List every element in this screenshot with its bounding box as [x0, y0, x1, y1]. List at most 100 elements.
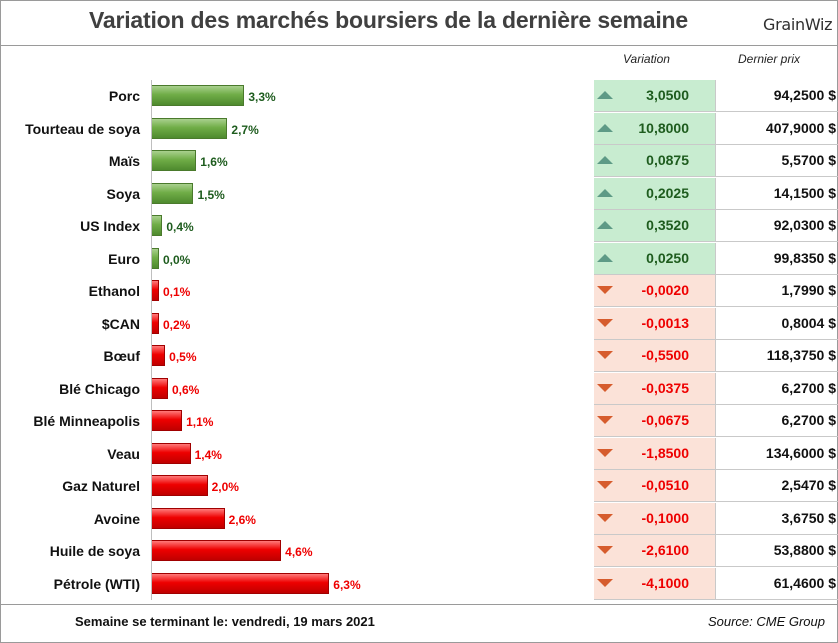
price-value: 3,6750 $: [781, 509, 837, 526]
price-value: 6,2700 $: [781, 379, 837, 396]
variation-value: 10,8000: [638, 119, 689, 136]
price-cell: 61,4600 $: [715, 567, 838, 600]
variation-value: -0,5500: [641, 347, 689, 363]
variation-value: 0,2025: [646, 184, 689, 201]
bar-value-label: 0,0%: [163, 252, 191, 267]
bar-value-label: 0,1%: [163, 285, 191, 299]
column-header-variation: Variation: [623, 52, 670, 66]
arrow-up-icon: [597, 188, 613, 197]
category-label: Blé Chicago: [59, 380, 140, 397]
variation-cell: 0,2025: [594, 177, 715, 210]
bar: [151, 280, 159, 301]
arrow-down-icon: [597, 448, 613, 457]
variation-cell: 0,3520: [594, 210, 715, 242]
price-cell: 3,6750 $: [715, 502, 838, 535]
price-value: 14,1500 $: [773, 184, 836, 201]
variation-cell: 3,0500: [594, 80, 715, 112]
variation-value: -2,6100: [641, 542, 689, 558]
price-cell: 6,2700 $: [715, 372, 838, 405]
category-label: Pétrole (WTI): [53, 575, 140, 592]
variation-cell: -0,0013: [594, 307, 715, 340]
bar: [151, 117, 228, 139]
variation-value: -0,0510: [641, 477, 689, 493]
category-label: Soya: [106, 185, 140, 202]
footer-divider: [1, 604, 838, 605]
variation-cell: -4,1000: [594, 567, 715, 600]
price-cell: 5,5700 $: [715, 145, 838, 177]
arrow-up-icon: [597, 91, 613, 99]
variation-value: -0,0675: [641, 412, 689, 428]
bar: [151, 377, 168, 399]
variation-value: 0,0250: [646, 249, 689, 266]
variation-value: -0,0020: [641, 282, 689, 298]
bar: [151, 410, 183, 431]
price-value: 134,6000 $: [765, 444, 836, 461]
price-value: 2,5470 $: [781, 477, 837, 493]
bar: [151, 442, 191, 464]
arrow-up-icon: [597, 253, 613, 262]
bar: [151, 182, 194, 204]
variation-cell: -0,0375: [594, 372, 715, 405]
arrow-down-icon: [597, 481, 613, 489]
bar-value-label: 1,1%: [186, 415, 214, 429]
arrow-down-icon: [597, 546, 613, 554]
price-cell: 0,8004 $: [715, 307, 838, 340]
arrow-up-icon: [597, 123, 613, 132]
footer-source: Source: CME Group: [707, 614, 825, 629]
variation-cell: 0,0875: [594, 145, 715, 177]
price-cell: 14,1500 $: [715, 177, 838, 210]
variation-value: -0,1000: [641, 509, 689, 526]
category-label: Blé Minneapolis: [33, 413, 140, 429]
bar-value-label: 4,6%: [285, 545, 313, 559]
price-value: 99,8350 $: [773, 249, 836, 266]
price-cell: 92,0300 $: [715, 210, 838, 242]
arrow-down-icon: [597, 286, 613, 294]
price-value: 92,0300 $: [773, 217, 836, 233]
bar-value-label: 2,7%: [231, 122, 259, 137]
value-axis-line: [151, 80, 152, 600]
variation-cell: -0,0675: [594, 405, 715, 437]
bar-value-label: 3,3%: [248, 90, 276, 104]
footer-week-ending: Semaine se terminant le: vendredi, 19 ma…: [75, 614, 375, 629]
arrow-down-icon: [597, 513, 613, 522]
price-value: 0,8004 $: [781, 314, 837, 331]
variation-cell: -1,8500: [594, 437, 715, 470]
bar-value-label: 2,0%: [211, 480, 239, 494]
bar-value-label: 0,6%: [171, 382, 200, 397]
arrow-down-icon: [597, 351, 613, 359]
variation-cell: 10,8000: [594, 112, 715, 145]
price-cell: 99,8350 $: [715, 242, 838, 275]
bar: [151, 572, 330, 594]
variation-cell: -0,0020: [594, 275, 715, 307]
price-cell: 134,6000 $: [715, 437, 838, 470]
bar-value-label: 1,6%: [200, 155, 228, 169]
arrow-down-icon: [597, 416, 613, 424]
logo: GrainWiz: [763, 15, 833, 41]
price-value: 6,2700 $: [781, 412, 837, 428]
title-bar: Variation des marchés boursiers de la de…: [1, 1, 838, 46]
variation-value: 0,3520: [646, 217, 689, 233]
variation-value: -0,0013: [641, 314, 689, 331]
category-label: US Index: [80, 218, 140, 234]
bar: [151, 85, 245, 106]
category-label: Ethanol: [88, 283, 140, 299]
bar: [151, 507, 225, 529]
price-cell: 53,8800 $: [715, 535, 838, 567]
variation-cell: -0,1000: [594, 502, 715, 535]
price-value: 1,7990 $: [781, 282, 837, 298]
category-label: $CAN: [101, 315, 140, 332]
category-label: Huile de soya: [49, 543, 140, 559]
bar: [151, 312, 159, 334]
variation-value: 0,0875: [646, 152, 689, 168]
variation-value: -1,8500: [641, 444, 689, 461]
variation-value: -0,0375: [641, 379, 689, 396]
price-cell: 118,3750 $: [715, 340, 838, 372]
variation-cell: -0,0510: [594, 470, 715, 502]
category-label: Bœuf: [103, 348, 140, 364]
bar: [151, 247, 159, 269]
variation-cell: -0,5500: [594, 340, 715, 372]
price-cell: 94,2500 $: [715, 80, 838, 112]
variation-cell: -2,6100: [594, 535, 715, 567]
category-label: Euro: [108, 250, 140, 267]
bar: [151, 475, 208, 496]
